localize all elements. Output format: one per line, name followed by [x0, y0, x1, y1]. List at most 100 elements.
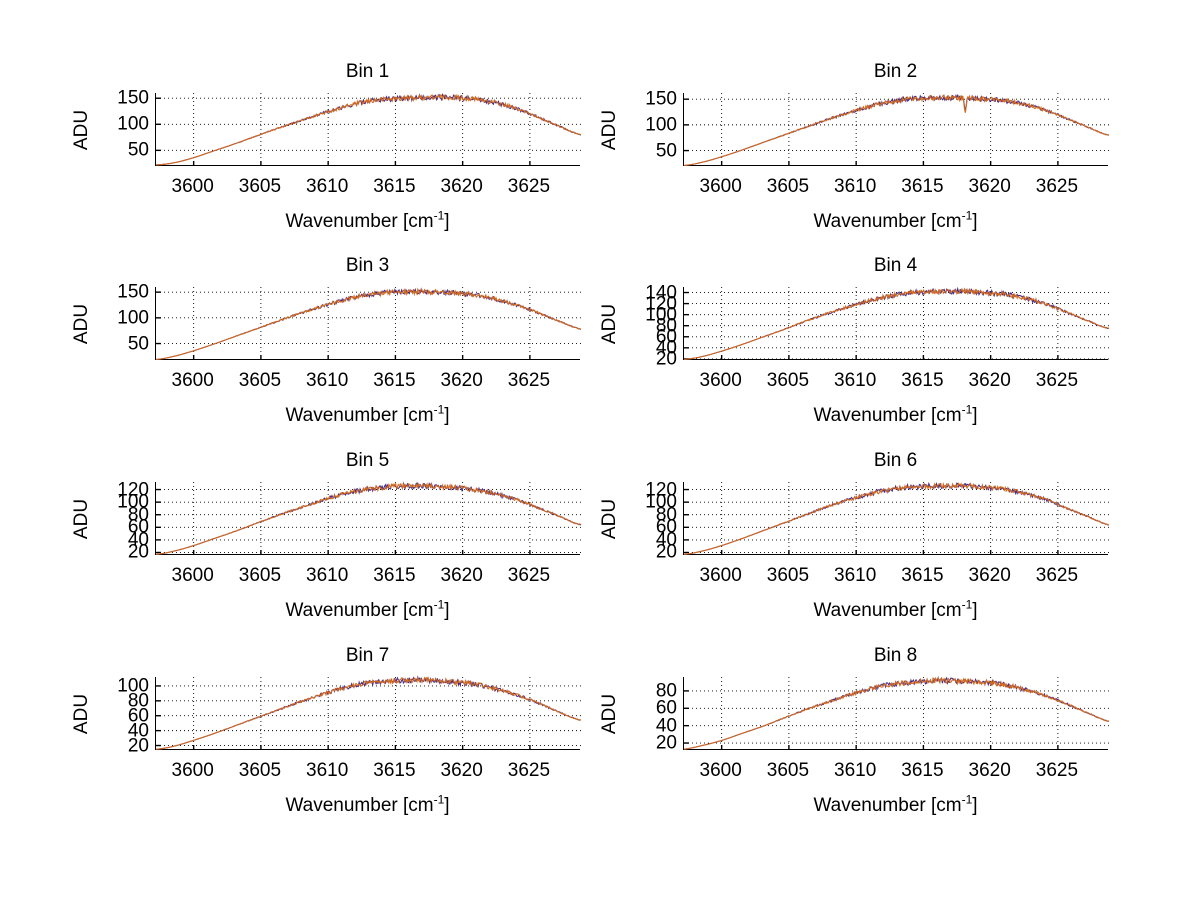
x-tick-label: 3625	[1035, 370, 1079, 391]
subplot-title: Bin 1	[345, 61, 390, 82]
x-axis-label-main: Wavenumber [cm	[813, 795, 962, 816]
grid-lines	[684, 482, 1109, 555]
x-tick-label: 3615	[373, 176, 416, 197]
y-tick-label: 20	[655, 732, 677, 754]
spectrum-trace-primary	[155, 287, 582, 361]
spectrum-trace-secondary	[683, 675, 1110, 750]
x-axis-label-exponent: -1	[961, 402, 973, 417]
x-axis-label-main: Wavenumber [cm	[285, 600, 434, 621]
x-tick-label: 3620	[968, 565, 1011, 586]
plot-area	[683, 481, 1110, 555]
x-tick-label: 3620	[968, 176, 1011, 197]
tick-marks	[684, 291, 1059, 360]
x-tick-label: 3600	[171, 176, 214, 197]
x-tick-label: 3610	[306, 176, 349, 197]
plot-svg	[155, 92, 582, 166]
x-axis-label: Wavenumber [cm-1]	[285, 794, 449, 817]
x-tick-label: 3600	[171, 565, 214, 586]
y-tick-label: 100	[645, 491, 677, 513]
y-axis-label: ADU	[599, 693, 620, 734]
x-axis-label: Wavenumber [cm-1]	[813, 210, 977, 233]
y-tick-label: 20	[127, 541, 149, 563]
x-tick-label: 3620	[440, 565, 483, 586]
x-tick-label: 3610	[306, 370, 349, 391]
subplot-title: Bin 4	[873, 255, 918, 276]
tick-marks	[684, 488, 1059, 555]
x-tick-label: 3625	[1035, 565, 1079, 586]
x-tick-label: 3600	[171, 370, 214, 391]
x-axis-label-bracket: ]	[444, 405, 450, 426]
y-tick-label: 100	[645, 114, 677, 136]
y-tick-label: 60	[127, 705, 149, 727]
plot-area	[683, 675, 1110, 750]
spectrum-trace-primary	[683, 287, 1110, 360]
subplot-title: Bin 5	[345, 450, 390, 471]
y-tick-label: 140	[645, 282, 677, 304]
x-axis-label-bracket: ]	[972, 405, 978, 426]
x-tick-label: 3620	[440, 370, 483, 391]
x-tick-label: 3625	[1035, 760, 1079, 781]
subplot-title: Bin 6	[873, 450, 918, 471]
plot-svg	[683, 481, 1110, 555]
y-tick-label: 40	[127, 529, 149, 551]
plot-svg	[683, 675, 1110, 750]
x-tick-label: 3605	[766, 565, 810, 586]
y-tick-label: 20	[655, 348, 677, 370]
x-tick-label: 3615	[901, 370, 944, 391]
grid-lines	[156, 287, 581, 360]
y-tick-label: 80	[127, 504, 149, 526]
y-tick-labels: 50 100 150	[91, 89, 149, 166]
subplot-title: Bin 2	[873, 61, 918, 82]
spectrum-trace-primary	[683, 94, 1110, 167]
y-tick-label: 120	[645, 479, 677, 501]
x-tick-label: 3600	[699, 176, 742, 197]
plot-svg	[683, 286, 1110, 360]
plot-svg	[155, 481, 582, 555]
y-tick-label: 40	[655, 529, 677, 551]
grid-lines	[156, 677, 581, 750]
x-tick-label: 3620	[968, 760, 1011, 781]
spectrum-trace-primary	[683, 481, 1110, 555]
y-tick-label: 80	[127, 690, 149, 712]
y-tick-label: 50	[127, 333, 149, 355]
y-tick-label: 80	[655, 504, 677, 526]
y-tick-label: 150	[645, 88, 677, 110]
x-tick-label: 3605	[766, 176, 810, 197]
x-tick-label: 3610	[834, 176, 877, 197]
x-tick-label: 3600	[699, 760, 742, 781]
y-tick-label: 100	[117, 307, 149, 329]
y-tick-label: 120	[645, 293, 677, 315]
y-tick-label: 100	[117, 491, 149, 513]
x-tick-label: 3605	[238, 176, 282, 197]
x-axis-label-main: Wavenumber [cm	[813, 600, 962, 621]
tick-marks	[156, 488, 531, 555]
x-tick-label: 3615	[901, 565, 944, 586]
y-tick-labels: 20 40 60 80 100 120	[619, 479, 677, 562]
y-tick-label: 100	[645, 304, 677, 326]
y-tick-label: 150	[117, 281, 149, 303]
x-tick-label: 3610	[834, 370, 877, 391]
plot-area	[683, 93, 1110, 167]
x-tick-label: 3600	[699, 565, 742, 586]
x-tick-label: 3615	[901, 760, 944, 781]
x-axis-label-bracket: ]	[972, 795, 978, 816]
y-tick-label: 60	[655, 326, 677, 348]
x-tick-label: 3620	[440, 760, 483, 781]
y-tick-label: 150	[117, 87, 149, 109]
y-tick-label: 40	[655, 715, 677, 737]
x-tick-label: 3625	[507, 760, 551, 781]
y-tick-label: 40	[655, 337, 677, 359]
spectrum-trace-primary	[155, 482, 582, 555]
x-tick-label: 3625	[1035, 176, 1079, 197]
x-axis-label-main: Wavenumber [cm	[285, 795, 434, 816]
y-tick-label: 120	[117, 479, 149, 501]
x-tick-label: 3625	[507, 370, 551, 391]
x-tick-label: 3620	[968, 370, 1011, 391]
